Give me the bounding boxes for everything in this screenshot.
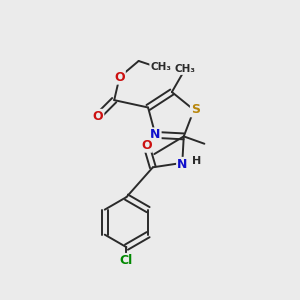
Text: S: S [191,103,200,116]
Text: O: O [141,139,152,152]
Text: O: O [114,71,125,84]
Text: CH₃: CH₃ [150,62,171,72]
Text: N: N [177,158,188,171]
Text: Cl: Cl [120,254,133,267]
Text: H: H [192,155,201,166]
Text: N: N [150,128,161,141]
Text: CH₃: CH₃ [175,64,196,74]
Text: O: O [93,110,103,123]
